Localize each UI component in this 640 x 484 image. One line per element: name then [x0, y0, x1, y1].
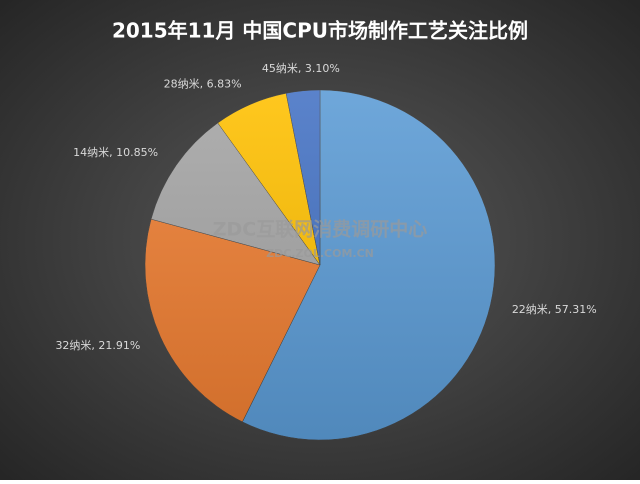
data-label: 45纳米, 3.10% [262, 62, 340, 75]
data-label: 14纳米, 10.85% [73, 146, 158, 159]
data-label: 28纳米, 6.83% [164, 77, 242, 90]
watermark-url: ZDC.ZOL.COM.CN [266, 247, 374, 260]
data-label: 32纳米, 21.91% [55, 339, 140, 352]
data-label: 22纳米, 57.31% [512, 303, 597, 316]
watermark: ZDC互联网消费调研中心 [213, 218, 428, 241]
pie [144, 89, 496, 441]
chart-title: 2015年11月 中国CPU市场制作工艺关注比例 [112, 19, 528, 43]
